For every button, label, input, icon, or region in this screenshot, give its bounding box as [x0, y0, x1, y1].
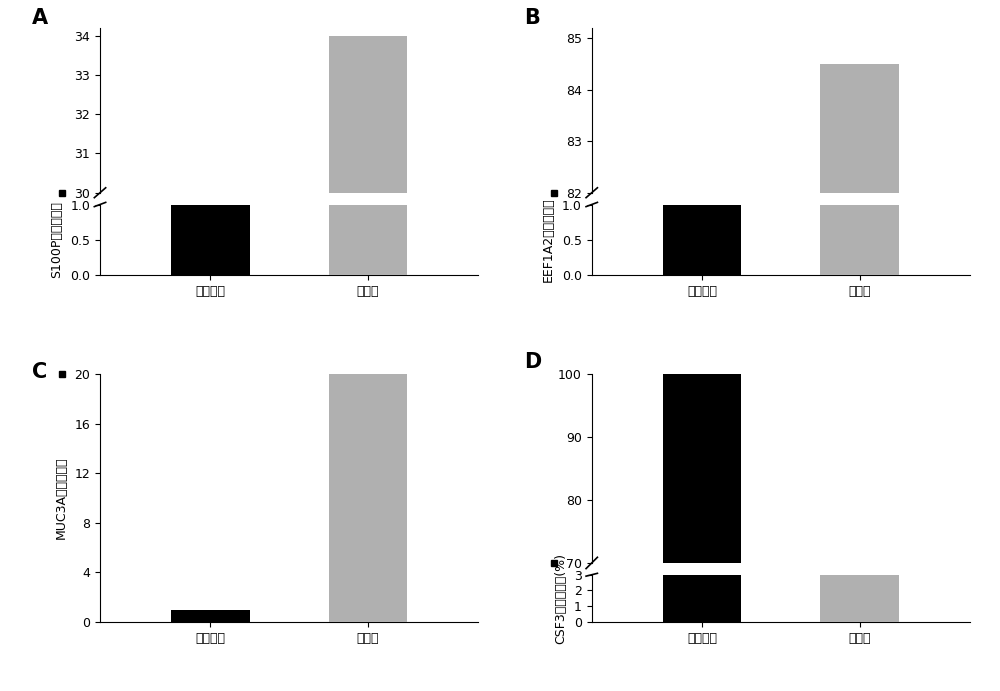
Y-axis label: S100P相对表达量: S100P相对表达量	[50, 202, 63, 278]
Y-axis label: EEF1A2相对表达量: EEF1A2相对表达量	[542, 198, 555, 282]
Bar	[663, 0, 741, 622]
Text: D: D	[524, 352, 541, 372]
Bar	[663, 205, 741, 275]
Bar	[663, 375, 741, 691]
Bar	[329, 375, 407, 622]
Y-axis label: MUC3A相对表达量: MUC3A相对表达量	[54, 457, 67, 540]
Bar	[329, 0, 407, 275]
Bar	[171, 609, 250, 622]
Bar	[820, 575, 899, 622]
Text: A: A	[32, 8, 48, 28]
Y-axis label: CSF3阳性表达量(%): CSF3阳性表达量(%)	[554, 553, 567, 644]
Text: B: B	[524, 8, 540, 28]
Bar	[171, 205, 250, 275]
Bar	[329, 35, 407, 691]
Bar	[820, 64, 899, 691]
Text: C: C	[32, 362, 47, 382]
Bar	[820, 0, 899, 275]
